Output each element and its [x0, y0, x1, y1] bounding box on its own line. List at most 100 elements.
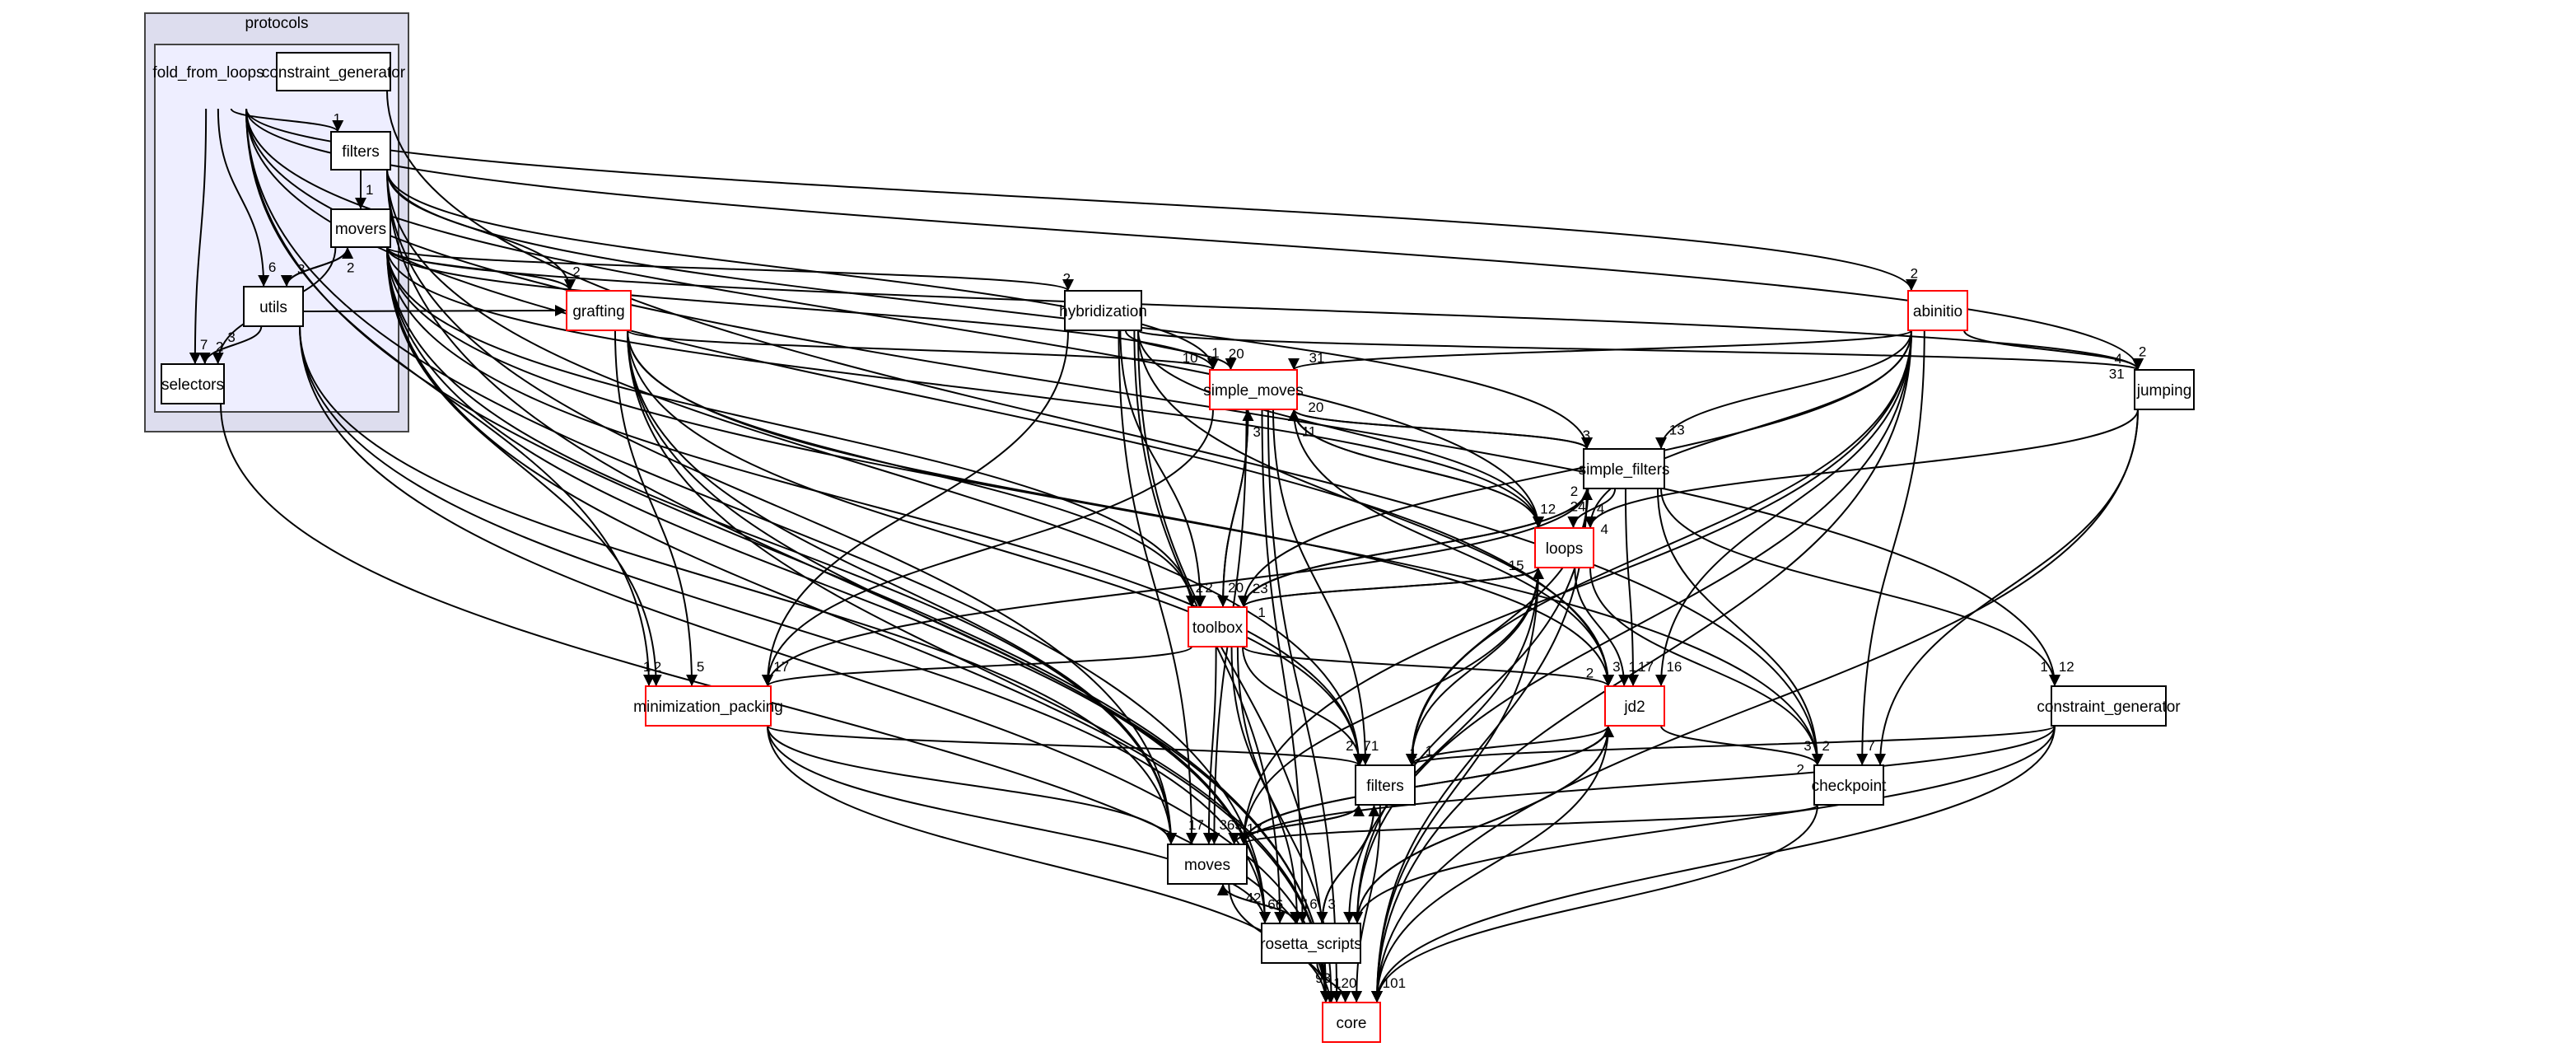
- node-core[interactable]: core: [1322, 1002, 1381, 1043]
- node-box[interactable]: [276, 52, 391, 91]
- edge-count-label: 2: [572, 264, 580, 279]
- node-ffl_movers[interactable]: movers: [330, 208, 391, 248]
- node-jumping[interactable]: jumping: [2134, 369, 2195, 410]
- edge-loops-to-checkpoint: [1589, 567, 1823, 766]
- node-label: grafting: [572, 303, 624, 320]
- node-constraint_generator[interactable]: constraint_generator: [2037, 685, 2181, 727]
- edge-moves-to-filters: [1233, 804, 1365, 845]
- edge-ffl_movers-to-moves: [386, 246, 1177, 845]
- edge-count-label: 24: [1570, 499, 1586, 515]
- node-box[interactable]: [243, 286, 304, 327]
- node-box[interactable]: [1907, 290, 1968, 331]
- node-loops[interactable]: loops: [1534, 527, 1594, 568]
- edge-abinitio-to-core: [1371, 330, 1912, 1003]
- edge-abinitio-to-simple_filters: [1655, 330, 1912, 450]
- edge-count-label: 20: [1229, 346, 1244, 362]
- edge-minimization_packing-to-filters: [767, 725, 1365, 766]
- node-grafting[interactable]: grafting: [566, 290, 632, 331]
- edge-fold_from_loops-to-loops: [245, 108, 1544, 529]
- node-box[interactable]: [1188, 606, 1248, 647]
- edge-grafting-to-rosetta_scripts: [627, 330, 1271, 924]
- node-box[interactable]: [645, 685, 772, 727]
- edge-rosetta_scripts-to-jd2: [1356, 725, 1614, 924]
- edge-count-label: 1: [1258, 605, 1265, 620]
- edge-ffl_constraint_generator-to-checkpoint: [386, 90, 1823, 766]
- edge-fold_from_loops-to-ffl_selectors: [189, 108, 208, 365]
- node-box[interactable]: [2134, 369, 2195, 410]
- node-checkpoint[interactable]: checkpoint: [1812, 764, 1888, 806]
- node-simple_moves[interactable]: simple_moves: [1203, 369, 1304, 410]
- edge-hybridization-to-jumping: [1137, 330, 2144, 371]
- node-jd2[interactable]: jd2: [1604, 685, 1665, 727]
- edge-count-label: 31: [1309, 350, 1325, 366]
- node-box[interactable]: [161, 363, 225, 404]
- edge-count-label: 1: [334, 110, 341, 126]
- edge-ffl_movers-to-jumping: [386, 246, 2144, 371]
- node-abinitio[interactable]: abinitio: [1907, 290, 1968, 331]
- node-label: loops: [1546, 540, 1583, 558]
- edge-simple_moves-to-rosetta_scripts: [1261, 409, 1309, 924]
- node-label: filters: [342, 143, 379, 161]
- edge-count-label: 20: [1308, 400, 1323, 415]
- node-hybridization[interactable]: hybridization: [1059, 290, 1147, 331]
- node-label: minimization_packing: [633, 699, 783, 716]
- edge-rosetta_scripts-to-core: [1316, 962, 1351, 1003]
- node-box[interactable]: [1167, 844, 1248, 885]
- node-moves[interactable]: moves: [1167, 844, 1248, 885]
- edge-toolbox-to-simple_filters: [1243, 488, 1593, 608]
- node-box[interactable]: [330, 131, 391, 171]
- edge-toolbox-to-jd2: [1243, 646, 1614, 687]
- node-box[interactable]: [1322, 1002, 1381, 1043]
- node-box[interactable]: [1583, 448, 1665, 489]
- node-box[interactable]: [1604, 685, 1665, 727]
- edge-toolbox-to-moves: [1202, 646, 1217, 845]
- edge-count-label: 17: [1188, 817, 1204, 833]
- cluster-label-fold_from_loops: fold_from_loops: [152, 64, 264, 82]
- node-simple_filters[interactable]: simple_filters: [1579, 448, 1670, 489]
- node-box[interactable]: [1261, 923, 1361, 964]
- node-box[interactable]: [1813, 764, 1884, 806]
- edge-count-label: 20: [1228, 580, 1244, 596]
- node-label: toolbox: [1192, 619, 1244, 637]
- edge-count-label: 12: [1540, 502, 1556, 517]
- node-label: hybridization: [1059, 303, 1147, 320]
- node-ffl_constraint_generator[interactable]: constraint_generator: [262, 52, 406, 91]
- edge-count-label: 2: [1570, 484, 1578, 499]
- node-rosetta_scripts[interactable]: rosetta_scripts: [1260, 923, 1362, 964]
- edge-loops-to-moves: [1238, 567, 1539, 845]
- node-box[interactable]: [1534, 527, 1594, 568]
- edge-checkpoint-to-core: [1371, 804, 1818, 1003]
- edge-rosetta_scripts-to-filters: [1321, 804, 1380, 924]
- node-minimization_packing[interactable]: minimization_packing: [633, 685, 783, 727]
- edge-count-label: 363: [1219, 817, 1242, 833]
- edge-toolbox-to-simple_moves: [1222, 409, 1254, 608]
- edge-count-label: 2: [347, 259, 354, 275]
- node-ffl_utils[interactable]: utils: [243, 286, 304, 327]
- edge-ffl_movers-to-core: [386, 246, 1332, 1003]
- node-box[interactable]: [1355, 764, 1416, 806]
- edge-fold_from_loops-to-jumping: [245, 108, 2144, 371]
- edge-fold_from_loops-to-constraint_generator: [245, 108, 2060, 687]
- node-ffl_selectors[interactable]: selectors: [161, 363, 225, 404]
- node-box[interactable]: [566, 290, 632, 331]
- node-ffl_filters[interactable]: filters: [330, 131, 391, 171]
- edge-count-label: 15: [1509, 558, 1524, 573]
- edge-toolbox-to-loops: [1243, 567, 1544, 608]
- edge-simple_moves-to-filters: [1272, 409, 1371, 766]
- node-box[interactable]: [1064, 290, 1142, 331]
- node-filters[interactable]: filters: [1355, 764, 1416, 806]
- edge-hybridization-to-loops: [1137, 330, 1544, 529]
- node-box[interactable]: [330, 208, 391, 248]
- edge-count-label: 31: [2109, 367, 2125, 382]
- edge-simple_moves-to-minimization_packing: [762, 409, 1214, 687]
- edge-constraint_generator-to-moves: [1238, 725, 2056, 845]
- edge-count-label: 1: [643, 659, 651, 675]
- node-toolbox[interactable]: toolbox: [1188, 606, 1248, 647]
- edge-count-label: 2: [1586, 666, 1594, 681]
- node-box[interactable]: [1209, 369, 1298, 410]
- edge-count-label: 1: [366, 182, 373, 198]
- edge-checkpoint-to-moves: [1238, 804, 1818, 845]
- node-label: moves: [1184, 857, 1230, 874]
- node-label: simple_moves: [1203, 382, 1303, 400]
- node-box[interactable]: [2051, 685, 2167, 727]
